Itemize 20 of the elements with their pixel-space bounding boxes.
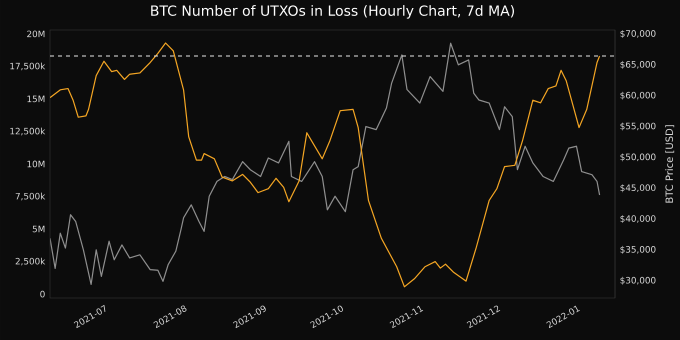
y-tick-label: 17,500k (10, 62, 46, 70)
y2-tick-label: $70,000 (620, 30, 656, 38)
y2-tick-label: $65,000 (620, 60, 656, 69)
y-tick-label: 7,500k (16, 192, 46, 200)
y2-tick-label: $40,000 (620, 215, 656, 224)
y-tick-label: 0 (40, 290, 45, 298)
y2-tick-label: $30,000 (620, 276, 656, 285)
y-tick-label: 20M (27, 30, 44, 38)
y-tick-label: 15M (27, 96, 44, 102)
y-tick-label: 5M (32, 226, 44, 232)
y2-tick-label: $45,000 (620, 184, 656, 192)
y-tick-label: 10M (27, 160, 44, 168)
chart-title: BTC Number of UTXOs in Loss (Hourly Chart, 7d MA) (151, 5, 514, 19)
y-tick-label: 2,500k (16, 258, 46, 266)
y2-axis-title: BTC Price [USD] (665, 125, 674, 203)
y-tick-label: 12,500k (10, 128, 46, 136)
y2-tick-label: $35,000 (620, 246, 656, 254)
y2-tick-label: $60,000 (620, 92, 656, 100)
y2-tick-label: $50,000 (620, 153, 656, 162)
y2-tick-label: $55,000 (620, 122, 656, 131)
